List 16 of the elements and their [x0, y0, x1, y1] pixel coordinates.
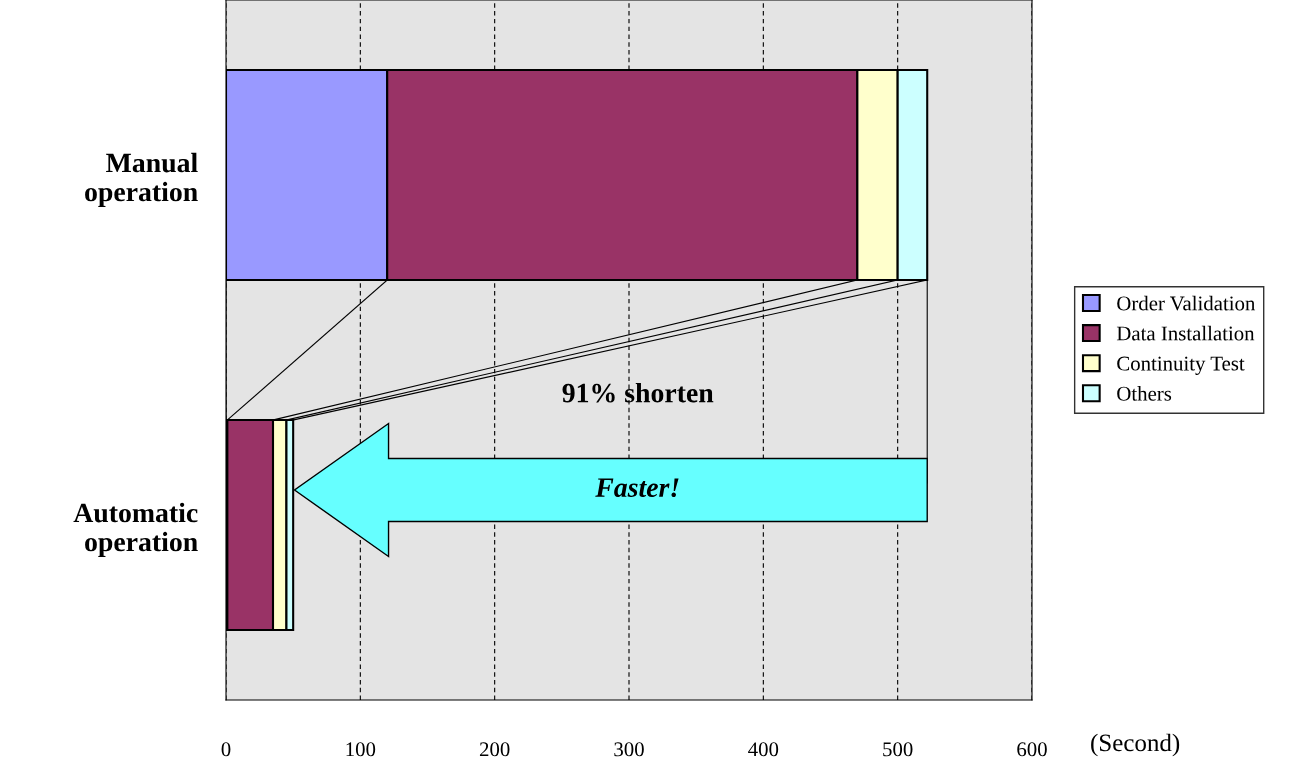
legend-label: Data Installation — [1116, 325, 1255, 341]
x-tick-label: 200 — [479, 742, 510, 757]
x-tick-label: 300 — [614, 742, 644, 757]
x-tick-label: 400 — [748, 742, 779, 757]
x-tick-label: 0 — [221, 742, 231, 757]
y-tick-label: Automatic operation — [73, 502, 198, 557]
annotation: 91% shorten — [562, 382, 714, 403]
x-tick-label: 500 — [883, 742, 913, 757]
legend-label: Continuity Test — [1117, 356, 1245, 375]
annotation: Faster! — [595, 478, 679, 498]
x-tick-label: 600 — [1017, 742, 1047, 757]
y-tick-label: Manual operation — [85, 152, 198, 207]
x-tick-label: 100 — [346, 742, 376, 757]
legend-label: Order Validation — [1117, 295, 1256, 311]
x-axis-title: (Second) — [1091, 733, 1180, 757]
legend-label: Others — [1117, 386, 1172, 401]
